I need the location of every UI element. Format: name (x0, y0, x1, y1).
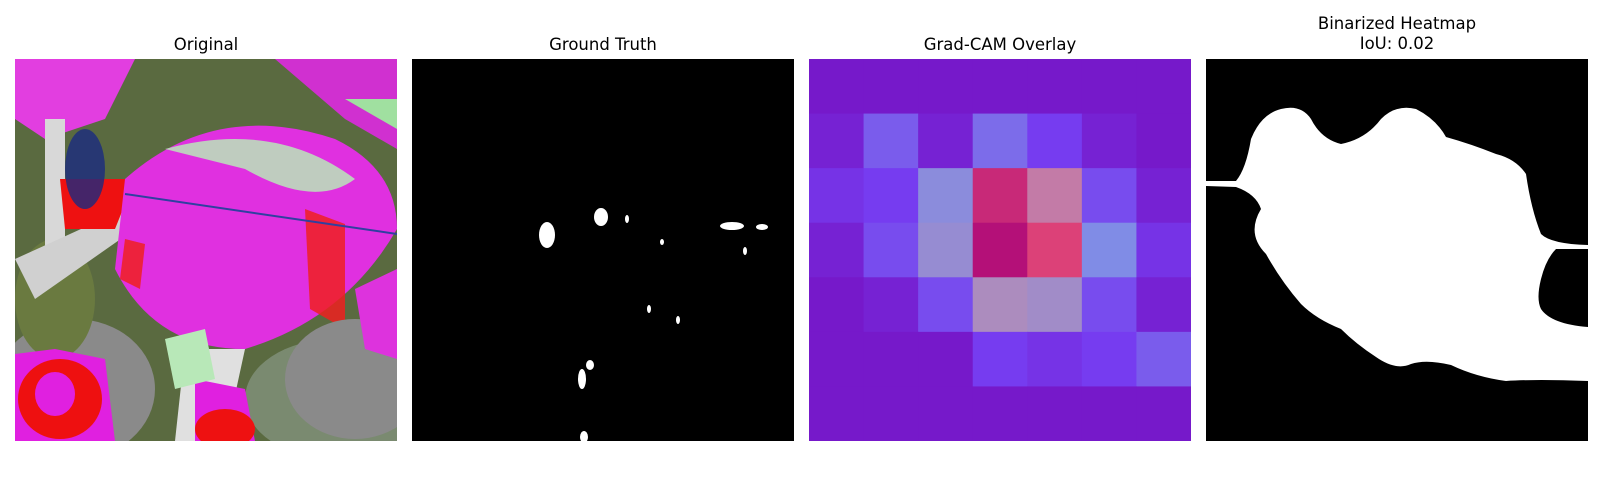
heatmap-cell (863, 222, 919, 278)
iou-subtitle: IoU: 0.02 (1359, 34, 1435, 53)
original-image (15, 59, 397, 441)
heatmap-cell (1136, 331, 1191, 387)
panel-title-ground-truth: Ground Truth (412, 35, 794, 55)
heatmap-cell (972, 386, 1028, 441)
heatmap-cell (809, 222, 865, 278)
leaf-image (15, 59, 397, 441)
heatmap-cell (1027, 277, 1083, 333)
heatmap-cell (972, 168, 1028, 224)
heatmap-cell (1081, 113, 1137, 169)
mask-image (412, 59, 794, 441)
heatmap-cell (1027, 331, 1083, 387)
heatmap-cell (1081, 168, 1137, 224)
heatmap-cell (1027, 59, 1083, 115)
heatmap-cell (1081, 331, 1137, 387)
heatmap-cell (863, 168, 919, 224)
heatmap-cell (918, 277, 974, 333)
heatmap-cell (1027, 168, 1083, 224)
gradcam-overlay (809, 59, 1191, 441)
ground-truth-mask (412, 59, 794, 441)
heatmap-cell (972, 113, 1028, 169)
binary-mask (1206, 59, 1588, 441)
heatmap-cell (1136, 168, 1191, 224)
heatmap-cell (1081, 277, 1137, 333)
panel-title-binarized: Binarized Heatmap IoU: 0.02 (1206, 14, 1588, 54)
heatmap-cell (863, 59, 919, 115)
heatmap-cell (809, 386, 865, 441)
heatmap-cell (863, 277, 919, 333)
binarized-heatmap (1206, 59, 1588, 441)
gradcam-heatmap (809, 59, 1191, 441)
heatmap-cell (809, 168, 865, 224)
heatmap-cell (1081, 222, 1137, 278)
heatmap-cell (809, 277, 865, 333)
heatmap-cell (918, 222, 974, 278)
panel-title-gradcam: Grad-CAM Overlay (809, 35, 1191, 55)
heatmap-cell (918, 113, 974, 169)
heatmap-cell (863, 331, 919, 387)
heatmap-cell (972, 277, 1028, 333)
panel-title-original: Original (15, 35, 397, 55)
heatmap-cell (1136, 59, 1191, 115)
heatmap-cell (1027, 386, 1083, 441)
heatmap-cell (809, 59, 865, 115)
heatmap-cell (1081, 386, 1137, 441)
heatmap-cell (972, 59, 1028, 115)
heatmap-cell (1136, 277, 1191, 333)
heatmap-cell (918, 331, 974, 387)
heatmap-cell (972, 331, 1028, 387)
heatmap-cell (809, 113, 865, 169)
heatmap-cell (1027, 222, 1083, 278)
heatmap-cell (918, 59, 974, 115)
title-text: Original (173, 35, 239, 54)
heatmap-cell (1027, 113, 1083, 169)
title-text: Grad-CAM Overlay (923, 35, 1077, 54)
heatmap-cell (972, 222, 1028, 278)
heatmap-cell (1136, 113, 1191, 169)
heatmap-cell (809, 331, 865, 387)
heatmap-cell (918, 386, 974, 441)
heatmap-cell (918, 168, 974, 224)
heatmap-cell (1136, 222, 1191, 278)
title-text: Binarized Heatmap (1317, 14, 1477, 33)
heatmap-cell (1081, 59, 1137, 115)
heatmap-cell (863, 113, 919, 169)
title-text: Ground Truth (549, 35, 657, 54)
heatmap-cell (863, 386, 919, 441)
heatmap-cell (1136, 386, 1191, 441)
